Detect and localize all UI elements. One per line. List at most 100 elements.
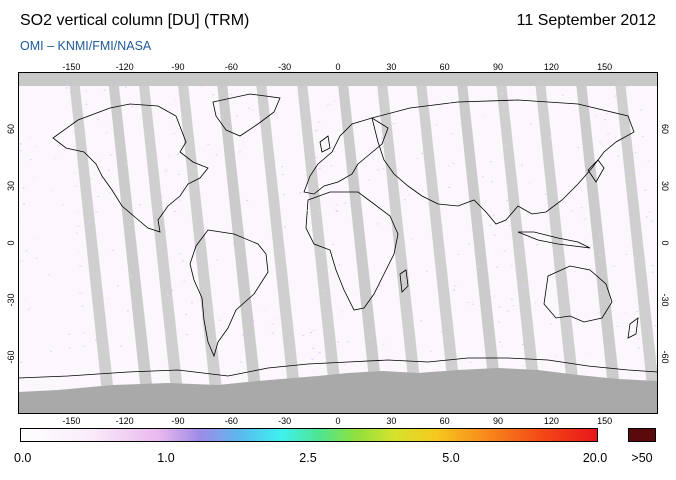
so2-speckle (549, 133, 552, 135)
so2-speckle (335, 204, 338, 206)
so2-speckle (606, 113, 609, 115)
so2-speckle (506, 310, 509, 312)
so2-speckle (489, 224, 492, 226)
so2-speckle (23, 299, 26, 301)
so2-speckle (452, 163, 455, 164)
so2-speckle (629, 177, 632, 179)
so2-speckle (644, 189, 647, 191)
swath-gap (69, 82, 116, 406)
so2-speckle (194, 185, 197, 187)
so2-speckle (95, 339, 97, 341)
so2-speckle (453, 289, 456, 291)
so2-speckle (216, 259, 219, 261)
so2-speckle (606, 356, 609, 358)
so2-speckle (252, 320, 255, 322)
so2-speckle (312, 231, 315, 233)
swath-gap (177, 82, 224, 406)
swath-gap (216, 82, 263, 406)
tick-label: -30 (6, 293, 16, 307)
so2-speckle (565, 342, 568, 344)
so2-speckle (25, 250, 28, 252)
so2-speckle (299, 107, 302, 109)
so2-speckle (493, 295, 496, 297)
no-data-swaths (69, 82, 658, 406)
so2-speckle (139, 204, 142, 206)
colorbar-label-0: 0.0 (14, 451, 32, 465)
coast-south-america (189, 229, 269, 358)
so2-speckle (585, 353, 588, 355)
so2-speckle (344, 108, 347, 110)
so2-speckle (337, 341, 340, 343)
so2-speckle (599, 141, 601, 143)
so2-speckle (79, 265, 82, 267)
so2-speckle (625, 254, 628, 255)
so2-speckle (344, 89, 347, 91)
so2-speckle (74, 172, 77, 174)
so2-speckle (438, 107, 441, 109)
so2-speckle (285, 338, 287, 340)
so2-speckle (654, 325, 657, 327)
so2-speckle (481, 251, 484, 253)
so2-speckle (318, 121, 321, 123)
so2-speckle (248, 107, 250, 109)
so2-speckle (94, 173, 97, 175)
so2-speckle (382, 343, 385, 345)
so2-speckle (512, 185, 515, 187)
so2-speckle (583, 218, 586, 220)
so2-speckle (368, 179, 371, 181)
so2-speckle (36, 237, 39, 239)
so2-speckle (598, 311, 600, 313)
so2-speckle (369, 336, 371, 338)
so2-speckle (310, 332, 312, 333)
so2-speckle (163, 245, 166, 247)
so2-speckle (411, 238, 414, 240)
so2-speckle (280, 166, 283, 168)
so2-speckle (207, 143, 210, 145)
so2-speckle (636, 311, 639, 313)
so2-speckle (614, 95, 617, 97)
so2-speckles (18, 86, 658, 367)
so2-speckle (171, 289, 174, 291)
so2-speckle (549, 136, 552, 138)
so2-speckle (323, 317, 326, 319)
coast-indonesia (517, 231, 591, 249)
so2-speckle (185, 314, 187, 316)
swath-gap (296, 82, 343, 406)
so2-speckle (460, 123, 463, 125)
map-title: SO2 vertical column [DU] (TRM) (20, 12, 250, 29)
so2-speckle (447, 357, 450, 358)
tick-label: -120 (115, 416, 134, 426)
so2-speckle (109, 154, 112, 156)
so2-speckle (71, 105, 73, 107)
so2-speckle (174, 100, 176, 102)
so2-speckle (437, 231, 440, 233)
so2-speckle (95, 211, 98, 213)
so2-speckle (219, 319, 222, 321)
so2-speckle (503, 250, 506, 252)
so2-speckle (311, 150, 314, 152)
so2-speckle (435, 124, 438, 126)
so2-speckle (555, 355, 558, 356)
so2-speckle (173, 132, 176, 134)
so2-speckle (242, 233, 244, 234)
so2-speckle (50, 350, 52, 352)
so2-speckle (330, 164, 333, 166)
swath-gap (376, 82, 423, 406)
so2-speckle (500, 93, 503, 94)
so2-speckle (545, 193, 547, 195)
so2-speckle (594, 115, 597, 117)
so2-speckle (451, 348, 454, 350)
so2-speckle (625, 171, 628, 173)
so2-speckle (528, 182, 531, 184)
so2-speckle (469, 362, 472, 364)
so2-speckle (311, 358, 314, 360)
tick-label: 90 (492, 416, 504, 426)
so2-speckle (335, 209, 338, 211)
so2-speckle (291, 354, 294, 356)
so2-speckle (20, 361, 23, 363)
tick-label: -30 (278, 416, 292, 426)
so2-speckle (167, 294, 169, 296)
so2-speckle (72, 132, 75, 133)
so2-speckle (205, 284, 208, 286)
so2-speckle (178, 199, 181, 201)
